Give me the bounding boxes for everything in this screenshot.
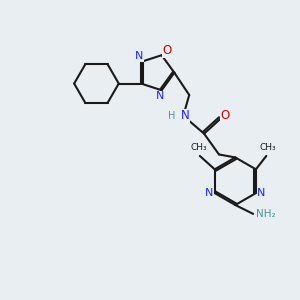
Text: N: N: [257, 188, 266, 198]
Text: H: H: [169, 111, 176, 121]
Text: O: O: [220, 109, 230, 122]
Text: CH₃: CH₃: [190, 143, 207, 152]
Text: N: N: [205, 188, 214, 198]
Text: NH₂: NH₂: [256, 209, 276, 219]
Text: N: N: [156, 91, 164, 101]
Text: O: O: [162, 44, 172, 57]
Text: N: N: [180, 109, 189, 122]
Text: N: N: [135, 51, 144, 61]
Text: CH₃: CH₃: [260, 143, 276, 152]
